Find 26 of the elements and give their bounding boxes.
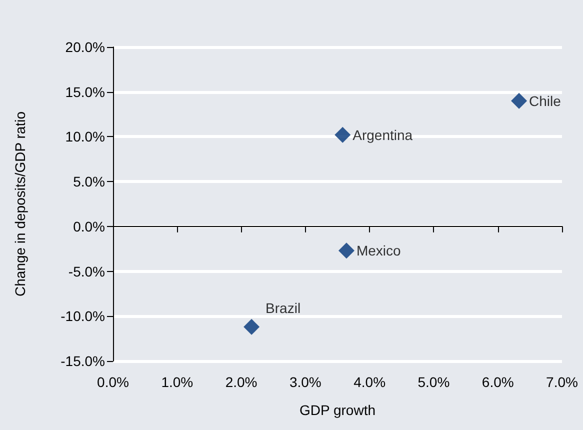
y-tick-label: 0.0%: [73, 218, 105, 234]
point: [244, 318, 260, 335]
y-tick-label: -15.0%: [60, 353, 105, 369]
annotation: Brazil: [266, 300, 301, 316]
x-axis-title: GDP growth: [300, 402, 376, 418]
x-tick-label: 1.0%: [161, 374, 194, 390]
annotation: Chile: [529, 92, 562, 109]
y-tick-label: 5.0%: [73, 174, 105, 190]
point: [511, 92, 528, 109]
x-tick-label: 4.0%: [354, 374, 386, 390]
y-tick-label: -10.0%: [60, 308, 105, 324]
y-tick-label: 10.0%: [65, 128, 105, 145]
point: [334, 126, 351, 143]
annotation: Mexico: [356, 242, 402, 259]
x-tick-label: 7.0%: [546, 374, 578, 390]
point: [338, 242, 354, 259]
annotation: Argentina: [352, 126, 413, 143]
x-tick-label: 2.0%: [225, 374, 258, 390]
y-axis-title: Change in deposits/GDP ratio: [12, 111, 28, 296]
x-tick-label: 0.0%: [97, 374, 129, 390]
x-tick-label: 3.0%: [289, 374, 322, 390]
x-tick-label: 6.0%: [482, 374, 514, 390]
x-tick-label: 5.0%: [418, 374, 450, 390]
y-tick-label: 20.0%: [65, 39, 105, 55]
y-tick-label: -5.0%: [68, 263, 105, 280]
y-tick-label: 15.0%: [65, 84, 105, 100]
